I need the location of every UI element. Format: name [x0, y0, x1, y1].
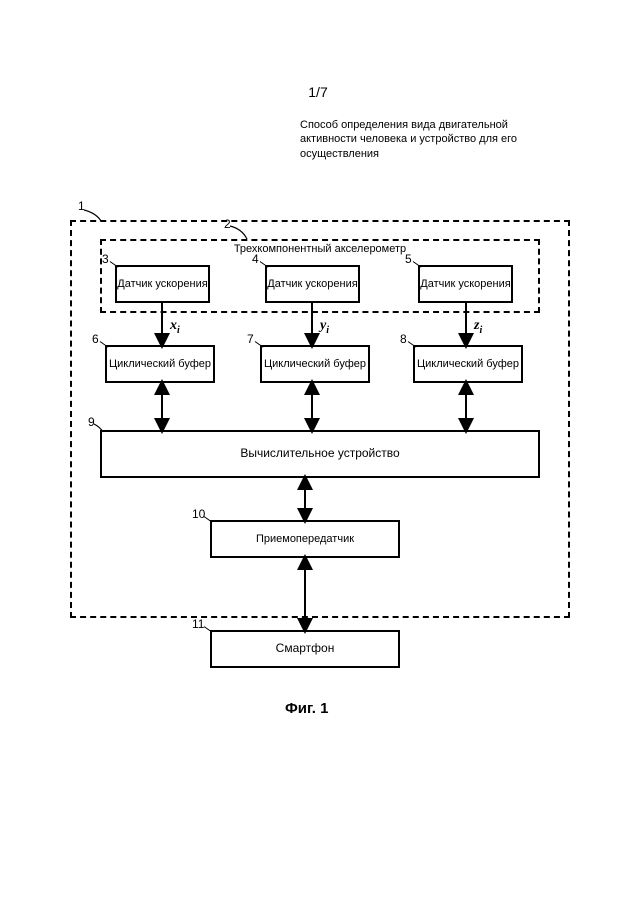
sensor-y: Датчик ускорения [265, 265, 360, 303]
buffer-x: Циклический буфер [105, 345, 215, 383]
ref-num-7: 7 [247, 332, 254, 346]
ref-num-10: 10 [192, 507, 205, 521]
page: 1/7 Способ определения вида двигательной… [0, 0, 636, 899]
accelerometer-title: Трехкомпонентный акселерометр [100, 243, 540, 255]
ref-num-11: 11 [192, 617, 204, 631]
ref-num-6: 6 [92, 332, 99, 346]
block-diagram: 1 2 Трехкомпонентный акселерометр Датчик… [70, 205, 570, 645]
leader-9 [86, 421, 106, 436]
var-z: zi [474, 318, 482, 336]
ref-num-5: 5 [405, 252, 412, 266]
var-y: yi [320, 318, 329, 336]
sensor-x: Датчик ускорения [115, 265, 210, 303]
var-x: xi [170, 318, 180, 336]
compute-unit: Вычислительное устройство [100, 430, 540, 478]
figure-caption: Фиг. 1 [285, 700, 328, 717]
ref-num-4: 4 [252, 252, 259, 266]
transceiver: Приемопередатчик [210, 520, 400, 558]
ref-num-3: 3 [102, 252, 109, 266]
ref-num-8: 8 [400, 332, 407, 346]
doc-title: Способ определения вида двигательной акт… [300, 118, 540, 161]
leader-1 [76, 207, 106, 227]
sensor-z: Датчик ускорения [418, 265, 513, 303]
page-number: 1/7 [0, 84, 636, 100]
buffer-y: Циклический буфер [260, 345, 370, 383]
smartphone: Смартфон [210, 630, 400, 668]
leader-2 [222, 223, 252, 243]
buffer-z: Циклический буфер [413, 345, 523, 383]
